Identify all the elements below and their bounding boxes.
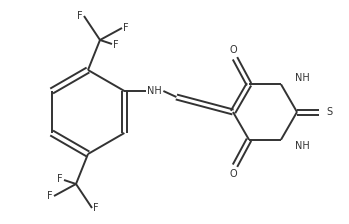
Text: S: S — [326, 107, 332, 117]
Text: F: F — [123, 23, 129, 33]
Text: NH: NH — [147, 86, 162, 96]
Text: F: F — [93, 203, 99, 213]
Text: F: F — [77, 11, 83, 21]
Text: O: O — [229, 45, 237, 55]
Text: F: F — [47, 191, 53, 201]
Text: F: F — [57, 174, 63, 184]
Text: F: F — [113, 40, 119, 50]
Text: NH: NH — [295, 141, 310, 151]
Text: NH: NH — [295, 73, 310, 83]
Text: O: O — [229, 169, 237, 179]
